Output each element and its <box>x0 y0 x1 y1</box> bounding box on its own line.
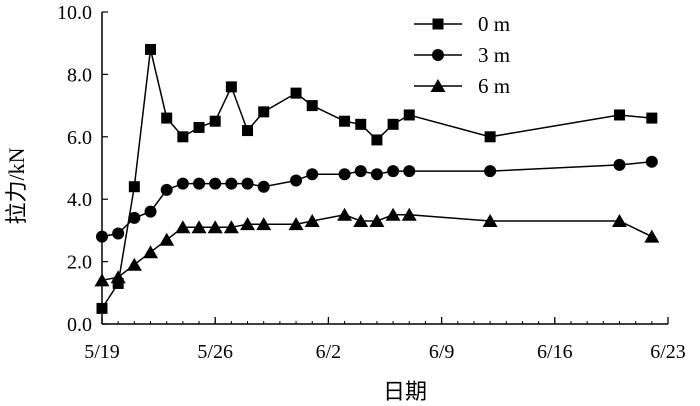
data-point-circle <box>645 155 658 168</box>
data-point-square <box>290 87 302 99</box>
x-axis-title: 日期 <box>383 379 427 404</box>
legend-label: 3 m <box>478 43 510 67</box>
data-point-triangle <box>110 270 126 284</box>
data-point-circle <box>112 227 125 240</box>
legend-marker-triangle <box>430 79 446 92</box>
data-point-triangle <box>175 220 191 234</box>
y-tick-label: 4.0 <box>67 189 92 211</box>
x-tick-label: 6/9 <box>429 341 455 363</box>
x-tick-label: 6/2 <box>316 341 342 363</box>
legend-label: 0 m <box>478 12 510 36</box>
y-tick-label: 6.0 <box>67 127 92 149</box>
data-point-circle <box>403 165 416 178</box>
data-point-circle <box>241 177 254 190</box>
data-point-square <box>145 43 157 55</box>
data-point-circle <box>225 177 238 190</box>
legend-marker-square <box>432 18 444 30</box>
data-point-triangle <box>207 220 223 234</box>
data-point-triangle <box>482 214 498 228</box>
data-point-circle <box>96 230 108 243</box>
data-point-square <box>96 302 108 314</box>
data-point-triangle <box>304 214 320 228</box>
data-point-square <box>339 115 351 127</box>
data-point-square <box>258 106 270 118</box>
data-point-circle <box>193 177 206 190</box>
data-point-square <box>484 131 496 143</box>
data-point-triangle <box>288 217 304 231</box>
data-point-triangle <box>353 214 369 228</box>
data-point-triangle <box>126 257 142 271</box>
data-point-square <box>209 115 221 127</box>
data-point-triangle <box>159 232 175 246</box>
x-tick-label: 5/26 <box>197 341 233 363</box>
data-point-square <box>193 121 205 133</box>
data-point-triangle <box>385 207 401 221</box>
data-point-circle <box>209 177 222 190</box>
data-point-triangle <box>240 217 256 231</box>
y-tick-label: 0.0 <box>67 314 92 336</box>
y-axis-ticks: 0.0 2.0 4.0 6.0 8.0 10.0 <box>57 2 108 336</box>
data-point-circle <box>484 165 497 178</box>
legend-label: 6 m <box>478 74 510 98</box>
y-axis-title: 拉力/kN <box>4 147 29 224</box>
data-point-circle <box>370 168 383 181</box>
x-tick-label: 6/23 <box>650 341 686 363</box>
series-layer <box>94 43 660 314</box>
data-point-square <box>225 81 237 93</box>
data-point-triangle <box>337 207 353 221</box>
y-tick-label: 10.0 <box>57 2 92 24</box>
x-axis-ticks: 5/19 5/26 6/2 6/9 6/16 6/23 <box>84 317 686 363</box>
data-point-square <box>306 100 318 112</box>
data-point-circle <box>338 168 351 181</box>
data-point-square <box>387 118 399 130</box>
data-point-circle <box>160 183 173 196</box>
data-point-circle <box>257 180 270 193</box>
legend-item: 6 m <box>414 74 510 98</box>
data-point-square <box>646 112 658 124</box>
data-point-circle <box>144 205 157 218</box>
x-tick-label: 6/16 <box>537 341 573 363</box>
series-triangle <box>94 207 660 287</box>
data-point-square <box>242 125 254 137</box>
data-point-circle <box>613 158 626 171</box>
legend-item: 0 m <box>414 12 510 36</box>
data-point-triangle <box>191 220 207 234</box>
data-point-square <box>371 134 383 146</box>
y-tick-label: 8.0 <box>67 64 92 86</box>
data-point-triangle <box>611 214 627 228</box>
data-point-circle <box>306 168 319 181</box>
data-point-circle <box>176 177 189 190</box>
data-point-square <box>613 109 625 121</box>
data-point-square <box>177 131 189 143</box>
data-point-square <box>403 109 415 121</box>
series-circle <box>96 155 658 243</box>
data-point-square <box>355 118 367 130</box>
data-point-triangle <box>401 207 417 221</box>
data-point-square <box>112 277 124 289</box>
data-point-circle <box>290 174 303 187</box>
data-point-square <box>161 112 173 124</box>
data-point-circle <box>387 165 400 178</box>
data-point-triangle <box>644 229 660 243</box>
data-point-triangle <box>223 220 239 234</box>
axes <box>101 12 668 325</box>
legend-marker-circle <box>432 49 444 61</box>
data-point-square <box>128 181 140 193</box>
data-point-triangle <box>94 273 110 287</box>
legend: 0 m 3 m 6 m <box>414 12 510 98</box>
data-point-triangle <box>256 217 272 231</box>
x-tick-label: 5/19 <box>84 341 120 363</box>
data-point-circle <box>354 165 367 178</box>
data-point-triangle <box>143 245 159 259</box>
data-point-triangle <box>369 214 385 228</box>
y-tick-label: 2.0 <box>67 252 92 274</box>
data-point-circle <box>128 211 141 224</box>
series-square <box>96 43 658 314</box>
legend-item: 3 m <box>414 43 510 67</box>
